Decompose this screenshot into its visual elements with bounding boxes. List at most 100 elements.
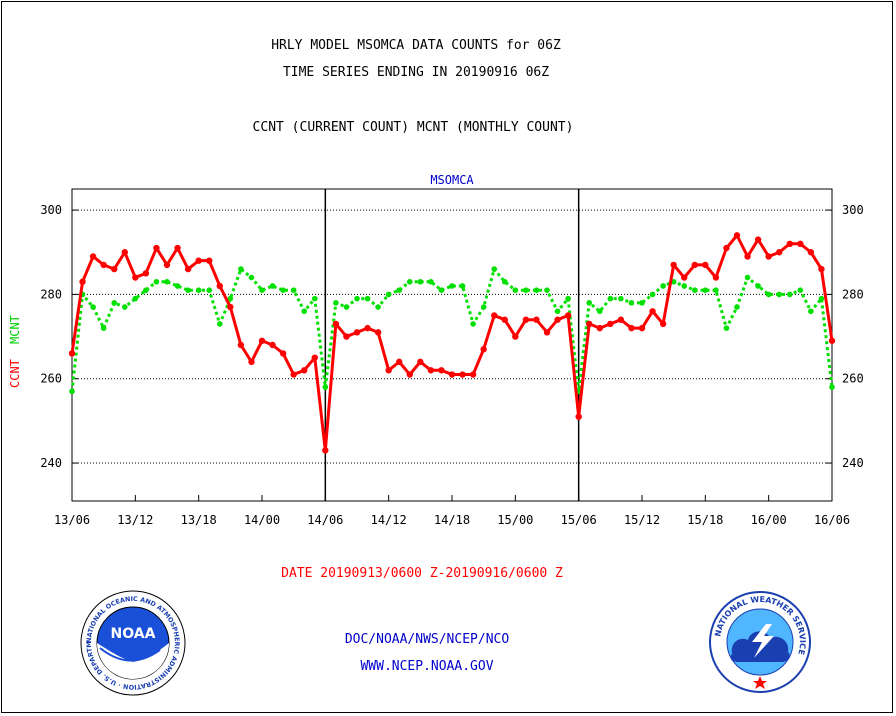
x-tick-label: 13/06 (54, 513, 90, 527)
data-point-mcnt (554, 308, 561, 315)
data-point-mcnt (565, 295, 571, 302)
data-point-ccnt (311, 354, 318, 361)
data-point-mcnt (333, 300, 339, 306)
ncep-url[interactable]: WWW.NCEP.NOAA.GOV (360, 659, 494, 674)
data-point-ccnt (406, 371, 413, 378)
data-point-mcnt (301, 308, 308, 315)
data-point-mcnt (586, 300, 593, 306)
data-point-ccnt (681, 274, 688, 281)
data-point-mcnt (459, 283, 466, 289)
x-tick-label: 16/00 (751, 513, 787, 527)
data-point-mcnt (681, 283, 688, 289)
data-point-mcnt (755, 283, 761, 289)
data-point-ccnt (132, 274, 139, 281)
data-point-ccnt (353, 329, 361, 336)
data-point-ccnt (575, 413, 582, 420)
data-point-ccnt (469, 371, 477, 378)
org-line: DOC/NOAA/NWS/NCEP/NCO (344, 632, 510, 647)
data-point-mcnt (90, 304, 96, 310)
date-range: DATE 20190913/0600 Z-20190916/0600 Z (281, 566, 563, 581)
data-point-mcnt (185, 287, 191, 293)
y-tick-label-left: 260 (40, 372, 62, 386)
data-point-mcnt (702, 287, 709, 293)
data-point-mcnt (596, 308, 603, 315)
x-tick-label: 14/12 (371, 513, 407, 527)
data-point-mcnt (744, 274, 751, 281)
data-point-ccnt (543, 329, 551, 336)
noaa-logo-text: NOAA (111, 626, 156, 642)
data-point-ccnt (417, 358, 424, 366)
data-point-ccnt (248, 358, 255, 366)
data-point-mcnt (818, 295, 825, 302)
y-tick-label-left: 240 (40, 456, 62, 470)
data-point-mcnt (660, 283, 666, 289)
data-point-mcnt (649, 291, 656, 298)
data-point-mcnt (417, 278, 424, 285)
data-point-ccnt (396, 358, 403, 366)
data-point-mcnt (628, 300, 635, 306)
data-point-mcnt (618, 295, 624, 302)
data-point-mcnt (111, 300, 118, 306)
data-point-ccnt (828, 337, 836, 344)
data-point-ccnt (712, 274, 720, 281)
chart-title-line2: TIME SERIES ENDING IN 20190916 06Z (282, 65, 550, 80)
data-point-mcnt (322, 384, 329, 390)
chart-title-line1: HRLY MODEL MSOMCA DATA COUNTS for 06Z (271, 38, 561, 53)
data-point-ccnt (617, 316, 625, 323)
data-point-mcnt (100, 325, 107, 331)
data-point-ccnt (258, 337, 266, 344)
data-point-ccnt (554, 316, 561, 323)
data-point-ccnt (206, 257, 213, 264)
data-point-ccnt (227, 303, 234, 311)
data-point-mcnt (691, 287, 698, 293)
data-point-ccnt (797, 240, 804, 248)
data-point-ccnt (427, 367, 435, 374)
data-point-ccnt (68, 350, 76, 357)
data-point-mcnt (533, 287, 540, 293)
data-point-ccnt (480, 346, 487, 353)
y-tick-label-left: 300 (40, 203, 62, 217)
chart-series-title: MSOMCA (430, 173, 474, 187)
data-point-ccnt (691, 261, 698, 269)
data-point-mcnt (491, 266, 498, 272)
data-point-ccnt (174, 244, 181, 252)
data-point-ccnt (364, 324, 371, 332)
data-point-mcnt (206, 287, 213, 293)
data-point-ccnt (153, 244, 160, 252)
data-point-ccnt (533, 316, 540, 323)
y-tick-label-right: 260 (842, 372, 864, 386)
data-point-ccnt (269, 341, 276, 349)
x-tick-label: 13/12 (117, 513, 153, 527)
data-point-mcnt (428, 278, 434, 285)
x-tick-label: 13/18 (181, 513, 217, 527)
data-point-mcnt (132, 295, 139, 302)
data-point-mcnt (269, 283, 276, 289)
data-point-ccnt (184, 265, 192, 273)
data-point-mcnt (723, 325, 730, 331)
data-point-ccnt (512, 333, 519, 340)
data-point-mcnt (470, 321, 476, 327)
data-point-ccnt (501, 316, 508, 323)
y-axis-label-mcnt: MCNT (8, 315, 22, 344)
data-point-mcnt (480, 304, 487, 310)
data-point-ccnt (702, 261, 709, 269)
data-point-mcnt (765, 291, 772, 298)
data-point-ccnt (649, 308, 656, 315)
data-point-ccnt (659, 320, 667, 328)
data-point-mcnt (121, 304, 128, 310)
y-tick-label-right: 240 (842, 456, 864, 470)
data-point-ccnt (142, 270, 150, 277)
data-point-ccnt (279, 350, 287, 357)
data-point-ccnt (786, 240, 793, 248)
data-point-ccnt (776, 249, 783, 256)
x-tick-label: 15/12 (624, 513, 660, 527)
data-point-mcnt (501, 278, 508, 285)
data-point-mcnt (385, 291, 392, 298)
data-point-mcnt (364, 295, 371, 302)
data-point-mcnt (290, 287, 297, 293)
data-point-ccnt (216, 282, 223, 290)
data-point-ccnt (744, 253, 751, 260)
data-point-mcnt (153, 278, 160, 285)
data-point-ccnt (237, 341, 245, 349)
